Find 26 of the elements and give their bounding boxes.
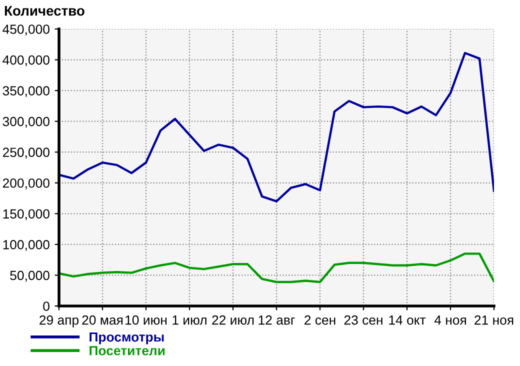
legend-label: Посетители (90, 346, 165, 356)
y-tick-label: 250,000 (2, 148, 50, 159)
y-tick-label: 50,000 (10, 270, 50, 282)
y-axis-title: Количество (4, 6, 84, 16)
x-tick-label: 21 ноя (474, 315, 514, 325)
x-tick-label: 10 июн (126, 315, 167, 325)
x-tick-label: 14 окт (389, 316, 426, 325)
y-tick-label: 200,000 (2, 178, 50, 190)
x-tick-label: 12 авг (258, 315, 295, 325)
y-tick-label: 300,000 (2, 116, 50, 128)
y-tick-label: 100,000 (3, 240, 50, 251)
x-tick-label: 29 апр (40, 315, 79, 328)
x-tick-label: 1 июл (172, 316, 206, 325)
x-tick-label: 23 сен (344, 315, 382, 325)
y-tick-label: 150,000 (3, 209, 50, 220)
y-tick-label: 450,000 (2, 24, 50, 36)
legend-label: Просмотры (90, 332, 164, 344)
y-tick-label: 0 (43, 302, 50, 311)
x-tick-label: 2 сен (304, 315, 336, 325)
line-series (59, 52, 494, 202)
y-tick-label: 400,000 (2, 55, 50, 66)
x-tick-label: 22 июл (212, 315, 254, 325)
y-tick-label: 350,000 (2, 86, 50, 98)
line-series (59, 252, 494, 284)
x-tick-label: 20 мая (82, 315, 123, 325)
x-tick-label: 4 ноя (434, 316, 466, 325)
